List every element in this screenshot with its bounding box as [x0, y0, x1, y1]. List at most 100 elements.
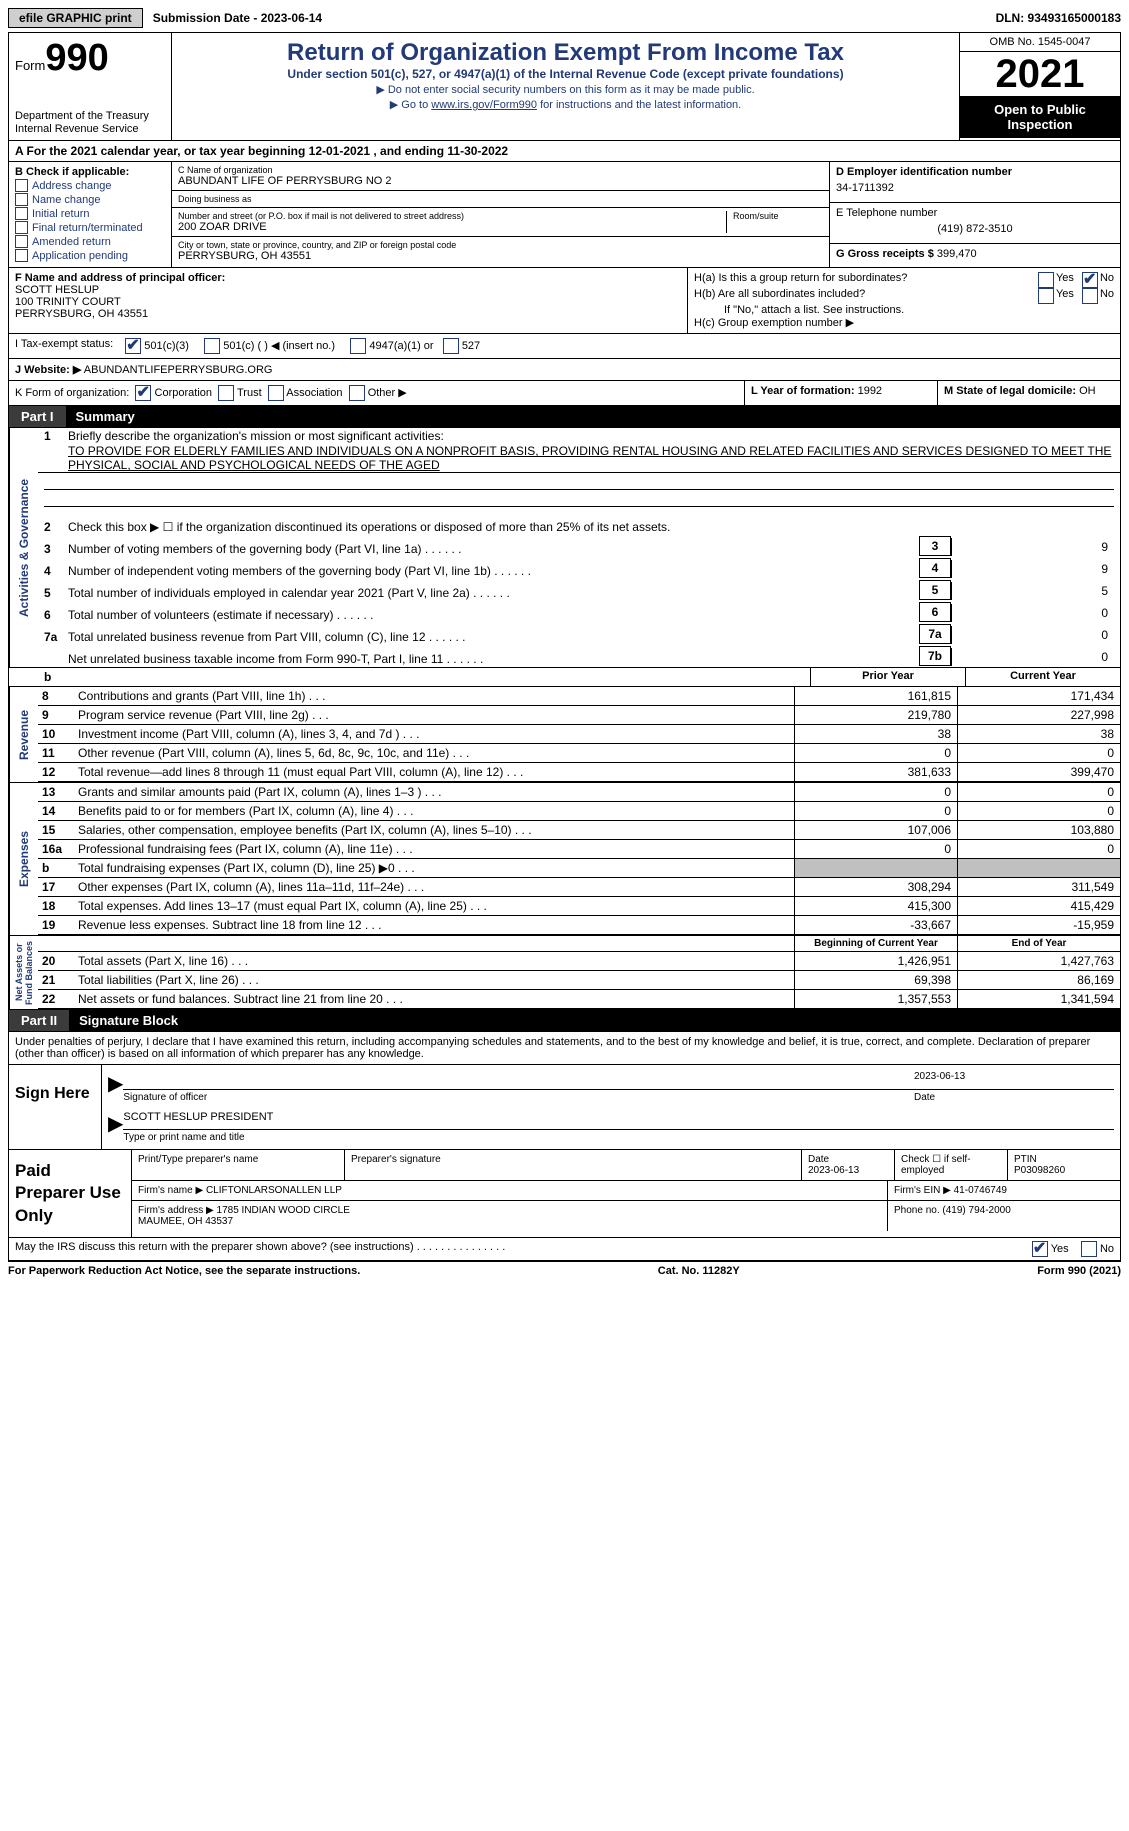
checkbox-label: Initial return — [32, 208, 89, 220]
yes-label2: Yes — [1056, 288, 1074, 304]
line-box: 5 — [919, 580, 951, 600]
checkbox-address-change[interactable] — [15, 179, 28, 192]
irs-link[interactable]: www.irs.gov/Form990 — [431, 99, 537, 111]
prior-value: 0 — [794, 783, 957, 801]
paid-preparer-label: Paid Preparer Use Only — [9, 1150, 132, 1236]
current-value: 103,880 — [957, 821, 1120, 839]
other-checkbox[interactable] — [349, 385, 365, 401]
tax-year: 2021 — [960, 52, 1120, 96]
prior-value: 1,357,553 — [794, 990, 957, 1008]
checkbox-initial-return[interactable] — [15, 207, 28, 220]
goto-pre: ▶ Go to — [390, 99, 431, 111]
checkbox-label: Final return/terminated — [32, 222, 143, 234]
tax-status-label: I Tax-exempt status: — [9, 334, 119, 358]
officer-label: F Name and address of principal officer: — [15, 272, 225, 284]
line-value: 5 — [951, 582, 1114, 600]
hb-no-checkbox[interactable] — [1082, 288, 1098, 304]
dba-label: Doing business as — [178, 194, 823, 204]
checkbox-amended-return[interactable] — [15, 235, 28, 248]
firm-name-label: Firm's name ▶ — [138, 1185, 203, 1196]
vlabel-netassets: Net Assets or Fund Balances — [9, 936, 38, 1009]
state-domicile-value: OH — [1079, 385, 1096, 397]
ein-label: D Employer identification number — [836, 166, 1114, 178]
row-text: Benefits paid to or for members (Part IX… — [74, 802, 794, 820]
discuss-text: May the IRS discuss this return with the… — [15, 1241, 414, 1253]
ptin-value: P03098260 — [1014, 1165, 1065, 1176]
checkbox-application-pending[interactable] — [15, 249, 28, 262]
year-formation-label: L Year of formation: — [751, 385, 855, 397]
corp-checkbox[interactable] — [135, 385, 151, 401]
self-employed-check[interactable]: Check ☐ if self-employed — [895, 1150, 1008, 1180]
current-value: 227,998 — [957, 706, 1120, 724]
hb-yes-checkbox[interactable] — [1038, 288, 1054, 304]
current-value: 415,429 — [957, 897, 1120, 915]
trust-checkbox[interactable] — [218, 385, 234, 401]
efile-print-button[interactable]: efile GRAPHIC print — [8, 8, 143, 28]
527-checkbox[interactable] — [443, 338, 459, 354]
prior-value: 308,294 — [794, 878, 957, 896]
part2-label: Part II — [9, 1010, 69, 1031]
col-prior-year: Prior Year — [810, 668, 965, 686]
col-current-year: Current Year — [965, 668, 1120, 686]
row-text: Other revenue (Part VIII, column (A), li… — [74, 744, 794, 762]
ha-no-checkbox[interactable] — [1082, 272, 1098, 288]
firm-addr-label: Firm's address ▶ — [138, 1205, 214, 1216]
discuss-yes-checkbox[interactable] — [1032, 1241, 1048, 1257]
col-end-year: End of Year — [957, 936, 1120, 951]
part1-title: Summary — [76, 409, 135, 424]
form-footer: Form 990 (2021) — [1037, 1265, 1121, 1277]
officer-name-title: SCOTT HESLUP PRESIDENT — [123, 1111, 1114, 1130]
line-value: 9 — [951, 560, 1114, 578]
row-a-period: A For the 2021 calendar year, or tax yea… — [9, 141, 1120, 162]
row-text: Revenue less expenses. Subtract line 18 … — [74, 916, 794, 934]
submission-date: Submission Date - 2023-06-14 — [149, 9, 326, 27]
assoc-label: Association — [286, 387, 342, 399]
trust-label: Trust — [237, 387, 262, 399]
section-b-label: B Check if applicable: — [15, 166, 165, 178]
sig-officer-label: Signature of officer — [123, 1092, 914, 1103]
phone-value: (419) 872-3510 — [836, 219, 1114, 239]
501c-checkbox[interactable] — [204, 338, 220, 354]
phone-label: E Telephone number — [836, 207, 1114, 219]
omb-number: OMB No. 1545-0047 — [960, 33, 1120, 52]
discuss-no-checkbox[interactable] — [1081, 1241, 1097, 1257]
ha-yes-checkbox[interactable] — [1038, 272, 1054, 288]
open-inspection: Open to Public Inspection — [960, 96, 1120, 138]
prior-value: 107,006 — [794, 821, 957, 839]
sig-date-label: Date — [914, 1092, 1114, 1103]
dln-number: DLN: 93493165000183 — [996, 11, 1121, 25]
vlabel-revenue: Revenue — [9, 687, 38, 782]
org-name-label: C Name of organization — [178, 165, 823, 175]
row-text: Total expenses. Add lines 13–17 (must eq… — [74, 897, 794, 915]
checkbox-label: Address change — [32, 180, 112, 192]
row-text: Total revenue—add lines 8 through 11 (mu… — [74, 763, 794, 781]
line-box: 6 — [919, 602, 951, 622]
website-value: ABUNDANTLIFEPERRYSBURG.ORG — [84, 364, 273, 376]
addr-value: 200 ZOAR DRIVE — [178, 221, 726, 233]
sig-arrow-icon: ▶ — [108, 1071, 123, 1103]
prior-value: 38 — [794, 725, 957, 743]
501c3-label: 501(c)(3) — [144, 340, 189, 352]
gross-value: 399,470 — [937, 248, 977, 260]
row-text: Contributions and grants (Part VIII, lin… — [74, 687, 794, 705]
checkbox-name-change[interactable] — [15, 193, 28, 206]
prior-value: 0 — [794, 744, 957, 762]
assoc-checkbox[interactable] — [268, 385, 284, 401]
501c-label: 501(c) ( ) ◀ (insert no.) — [223, 340, 335, 352]
summary-line-text: Number of voting members of the governin… — [68, 542, 919, 556]
501c3-checkbox[interactable] — [125, 338, 141, 354]
current-value: 0 — [957, 783, 1120, 801]
sig-date-value: 2023-06-13 — [914, 1071, 1114, 1090]
hb-note: If "No," attach a list. See instructions… — [694, 304, 1114, 316]
form-label: Form — [15, 58, 45, 73]
checkbox-label: Name change — [32, 194, 101, 206]
4947-checkbox[interactable] — [350, 338, 366, 354]
ptin-label: PTIN — [1014, 1154, 1037, 1165]
sign-here-label: Sign Here — [9, 1065, 102, 1149]
current-value: 86,169 — [957, 971, 1120, 989]
prior-value: 69,398 — [794, 971, 957, 989]
checkbox-final-return-terminated[interactable] — [15, 221, 28, 234]
line-value: 0 — [951, 604, 1114, 622]
current-value: 0 — [957, 744, 1120, 762]
perjury-text: Under penalties of perjury, I declare th… — [9, 1032, 1120, 1065]
